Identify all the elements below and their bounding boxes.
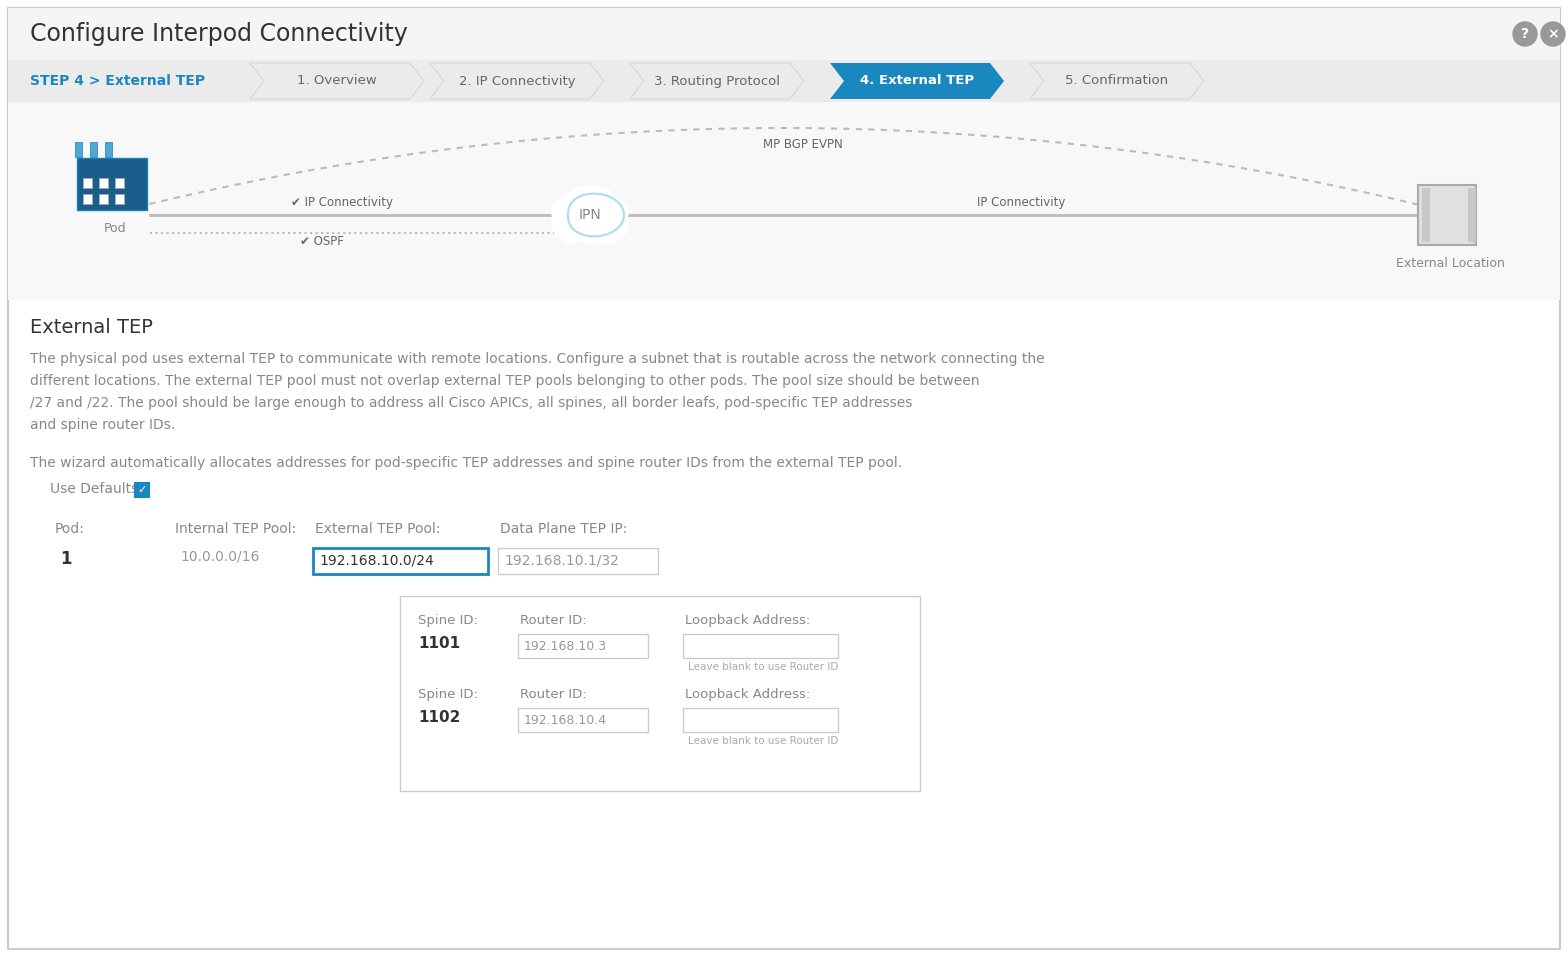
Text: Loopback Address:: Loopback Address: bbox=[685, 614, 811, 627]
Text: 192.168.10.1/32: 192.168.10.1/32 bbox=[503, 554, 619, 568]
Text: Router ID:: Router ID: bbox=[521, 688, 586, 701]
Text: and spine router IDs.: and spine router IDs. bbox=[30, 418, 176, 432]
Text: Spine ID:: Spine ID: bbox=[419, 688, 478, 701]
Bar bbox=[1468, 188, 1475, 242]
Text: IPN: IPN bbox=[579, 208, 602, 222]
Text: ✔ IP Connectivity: ✔ IP Connectivity bbox=[292, 196, 394, 209]
Bar bbox=[499, 548, 659, 574]
Text: MP BGP EVPN: MP BGP EVPN bbox=[762, 138, 842, 151]
Text: Configure Interpod Connectivity: Configure Interpod Connectivity bbox=[30, 22, 408, 46]
Bar bbox=[135, 483, 149, 497]
Polygon shape bbox=[430, 63, 604, 99]
Text: ✔ OSPF: ✔ OSPF bbox=[299, 235, 343, 248]
Bar bbox=[114, 194, 124, 204]
Circle shape bbox=[552, 197, 583, 229]
Polygon shape bbox=[1030, 63, 1204, 99]
Text: Pod: Pod bbox=[103, 222, 127, 235]
Bar bbox=[77, 158, 147, 210]
Polygon shape bbox=[568, 193, 624, 236]
Bar bbox=[684, 634, 837, 658]
Text: 3. Routing Protocol: 3. Routing Protocol bbox=[654, 75, 779, 87]
Text: Use Defaults:: Use Defaults: bbox=[50, 482, 143, 496]
Text: /27 and /22. The pool should be large enough to address all Cisco APICs, all spi: /27 and /22. The pool should be large en… bbox=[30, 396, 913, 410]
Bar bbox=[314, 548, 488, 574]
Bar bbox=[83, 178, 93, 188]
Bar bbox=[83, 194, 93, 204]
Text: ✓: ✓ bbox=[138, 485, 147, 495]
Bar bbox=[8, 8, 1560, 60]
Circle shape bbox=[580, 187, 616, 223]
Bar bbox=[99, 194, 108, 204]
Text: 10.0.0.0/16: 10.0.0.0/16 bbox=[180, 550, 259, 564]
Text: 192.168.10.0/24: 192.168.10.0/24 bbox=[318, 554, 434, 568]
Circle shape bbox=[564, 187, 601, 223]
Bar bbox=[400, 596, 920, 791]
Text: 1. Overview: 1. Overview bbox=[296, 75, 376, 87]
Text: 5. Confirmation: 5. Confirmation bbox=[1065, 75, 1168, 87]
Polygon shape bbox=[249, 63, 423, 99]
Text: STEP 4 > External TEP: STEP 4 > External TEP bbox=[30, 74, 205, 88]
Text: Router ID:: Router ID: bbox=[521, 614, 586, 627]
Text: 1101: 1101 bbox=[419, 636, 459, 651]
Text: Data Plane TEP IP:: Data Plane TEP IP: bbox=[500, 522, 627, 536]
Bar bbox=[99, 178, 108, 188]
Text: 1: 1 bbox=[60, 550, 72, 568]
Bar bbox=[114, 178, 124, 188]
Circle shape bbox=[596, 197, 629, 229]
Text: Spine ID:: Spine ID: bbox=[419, 614, 478, 627]
Text: The physical pod uses external TEP to communicate with remote locations. Configu: The physical pod uses external TEP to co… bbox=[30, 352, 1044, 366]
Circle shape bbox=[1541, 22, 1565, 46]
Polygon shape bbox=[829, 63, 1004, 99]
Text: 4. External TEP: 4. External TEP bbox=[859, 75, 974, 87]
Bar bbox=[8, 60, 1560, 102]
Bar bbox=[684, 708, 837, 732]
Circle shape bbox=[1513, 22, 1537, 46]
Text: Leave blank to use Router ID: Leave blank to use Router ID bbox=[688, 736, 839, 746]
Bar bbox=[1417, 185, 1475, 245]
Circle shape bbox=[552, 203, 593, 243]
Bar bbox=[105, 142, 111, 157]
Text: Pod:: Pod: bbox=[55, 522, 85, 536]
Text: ×: × bbox=[1548, 27, 1559, 41]
Text: The wizard automatically allocates addresses for pod-specific TEP addresses and : The wizard automatically allocates addre… bbox=[30, 456, 902, 470]
Text: External TEP Pool:: External TEP Pool: bbox=[315, 522, 441, 536]
Text: 2. IP Connectivity: 2. IP Connectivity bbox=[459, 75, 575, 87]
Text: 192.168.10.3: 192.168.10.3 bbox=[524, 639, 607, 653]
Bar bbox=[1422, 188, 1430, 242]
Bar bbox=[89, 142, 97, 157]
Circle shape bbox=[588, 203, 629, 243]
Bar bbox=[75, 142, 82, 157]
Bar bbox=[517, 708, 648, 732]
Text: 1102: 1102 bbox=[419, 710, 461, 725]
Text: ?: ? bbox=[1521, 27, 1529, 41]
Bar bbox=[8, 102, 1560, 300]
Circle shape bbox=[561, 187, 618, 243]
Text: Internal TEP Pool:: Internal TEP Pool: bbox=[176, 522, 296, 536]
Text: 192.168.10.4: 192.168.10.4 bbox=[524, 714, 607, 726]
Polygon shape bbox=[630, 63, 804, 99]
Text: Loopback Address:: Loopback Address: bbox=[685, 688, 811, 701]
Bar bbox=[517, 634, 648, 658]
Text: IP Connectivity: IP Connectivity bbox=[977, 196, 1065, 209]
Text: External Location: External Location bbox=[1396, 257, 1504, 270]
Text: External TEP: External TEP bbox=[30, 318, 152, 337]
Text: Leave blank to use Router ID: Leave blank to use Router ID bbox=[688, 662, 839, 672]
Text: different locations. The external TEP pool must not overlap external TEP pools b: different locations. The external TEP po… bbox=[30, 374, 980, 388]
